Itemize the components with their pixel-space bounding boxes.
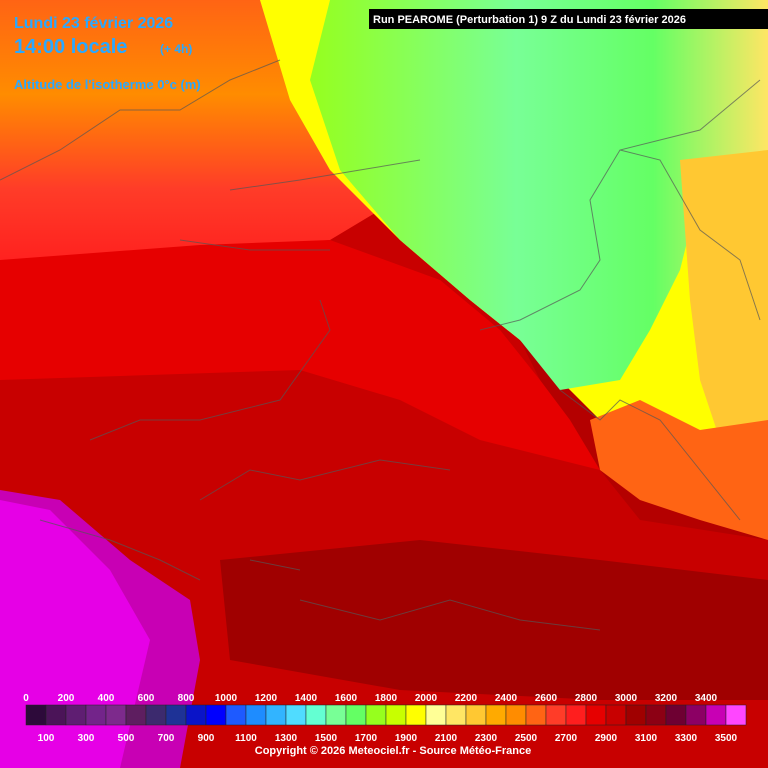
run-banner [369,9,768,29]
legend-label: 2200 [455,693,478,704]
legend-label: 1400 [295,693,318,704]
legend-swatch [585,704,607,726]
legend-swatch [165,704,187,726]
legend-swatch [65,704,87,726]
legend-swatch [145,704,167,726]
legend-label: 1200 [255,693,278,704]
legend-swatch [245,704,267,726]
legend-swatch [625,704,647,726]
parameter-label: Altitude de l'isotherme 0°c (m) [14,77,201,92]
legend-swatch [285,704,307,726]
legend-swatch [265,704,287,726]
legend-swatch [185,704,207,726]
legend-swatch [405,704,427,726]
legend-label: 3500 [715,733,738,744]
time-label: 14:00 locale [14,36,127,58]
legend-label: 800 [178,693,195,704]
legend-swatch [425,704,447,726]
legend-swatch [465,704,487,726]
legend-swatch [705,704,727,726]
legend-swatch [225,704,247,726]
legend-label: 2900 [595,733,618,744]
legend-swatch [725,704,747,726]
legend-swatch [25,704,47,726]
legend-label: 2600 [535,693,558,704]
legend-swatch [445,704,467,726]
legend-label: 3400 [695,693,718,704]
legend-label: 500 [118,733,135,744]
legend-label: 1500 [315,733,338,744]
legend-swatch [105,704,127,726]
legend-label: 1100 [235,733,257,744]
legend-label: 1300 [275,733,298,744]
borders [0,59,761,631]
legend-swatch [365,704,387,726]
legend-swatch [685,704,707,726]
copyright: Copyright © 2026 Meteociel.fr - Source M… [255,745,531,757]
legend-label: 3100 [635,733,658,744]
legend-swatch [605,704,627,726]
legend-label: 2800 [575,693,598,704]
legend-swatch [545,704,567,726]
legend-swatch [505,704,527,726]
legend-label: 2700 [555,733,578,744]
legend-label: 2100 [435,733,458,744]
legend-label: 1700 [355,733,378,744]
color-legend: 0 100 200 300 400 500 600 700 800 900 1000 1100 1200… [23,693,747,744]
legend-label: 600 [138,693,155,704]
run-label: Run PEAROME (Perturbation 1) 9 Z du Lund… [373,14,686,26]
legend-swatch [325,704,347,726]
legend-swatch [305,704,327,726]
legend-swatch [525,704,547,726]
offset-label: (+ 4h) [160,42,192,56]
legend-label: 1800 [375,693,398,704]
legend-swatch [385,704,407,726]
legend-label: 3300 [675,733,698,744]
date-label: Lundi 23 février 2026 [14,15,173,32]
legend-swatch [645,704,667,726]
legend-label: 2500 [515,733,538,744]
legend-label: 100 [38,733,55,744]
legend-swatch [345,704,367,726]
legend-swatch [45,704,67,726]
legend-label: 200 [58,693,75,704]
legend-label: 1600 [335,693,358,704]
legend-swatch [85,704,107,726]
legend-label: 1000 [215,693,238,704]
legend-swatch [485,704,507,726]
legend-label: 700 [158,733,175,744]
legend-label: 1900 [395,733,418,744]
legend-label: 0 [23,693,29,704]
legend-label: 2400 [495,693,518,704]
legend-swatch [665,704,687,726]
legend-label: 900 [198,733,215,744]
legend-label: 2000 [415,693,438,704]
legend-label: 3200 [655,693,678,704]
legend-label: 400 [98,693,115,704]
legend-label: 3000 [615,693,638,704]
legend-swatch [565,704,587,726]
legend-swatch [125,704,147,726]
legend-label: 2300 [475,733,498,744]
legend-swatch [205,704,227,726]
legend-label: 300 [78,733,95,744]
